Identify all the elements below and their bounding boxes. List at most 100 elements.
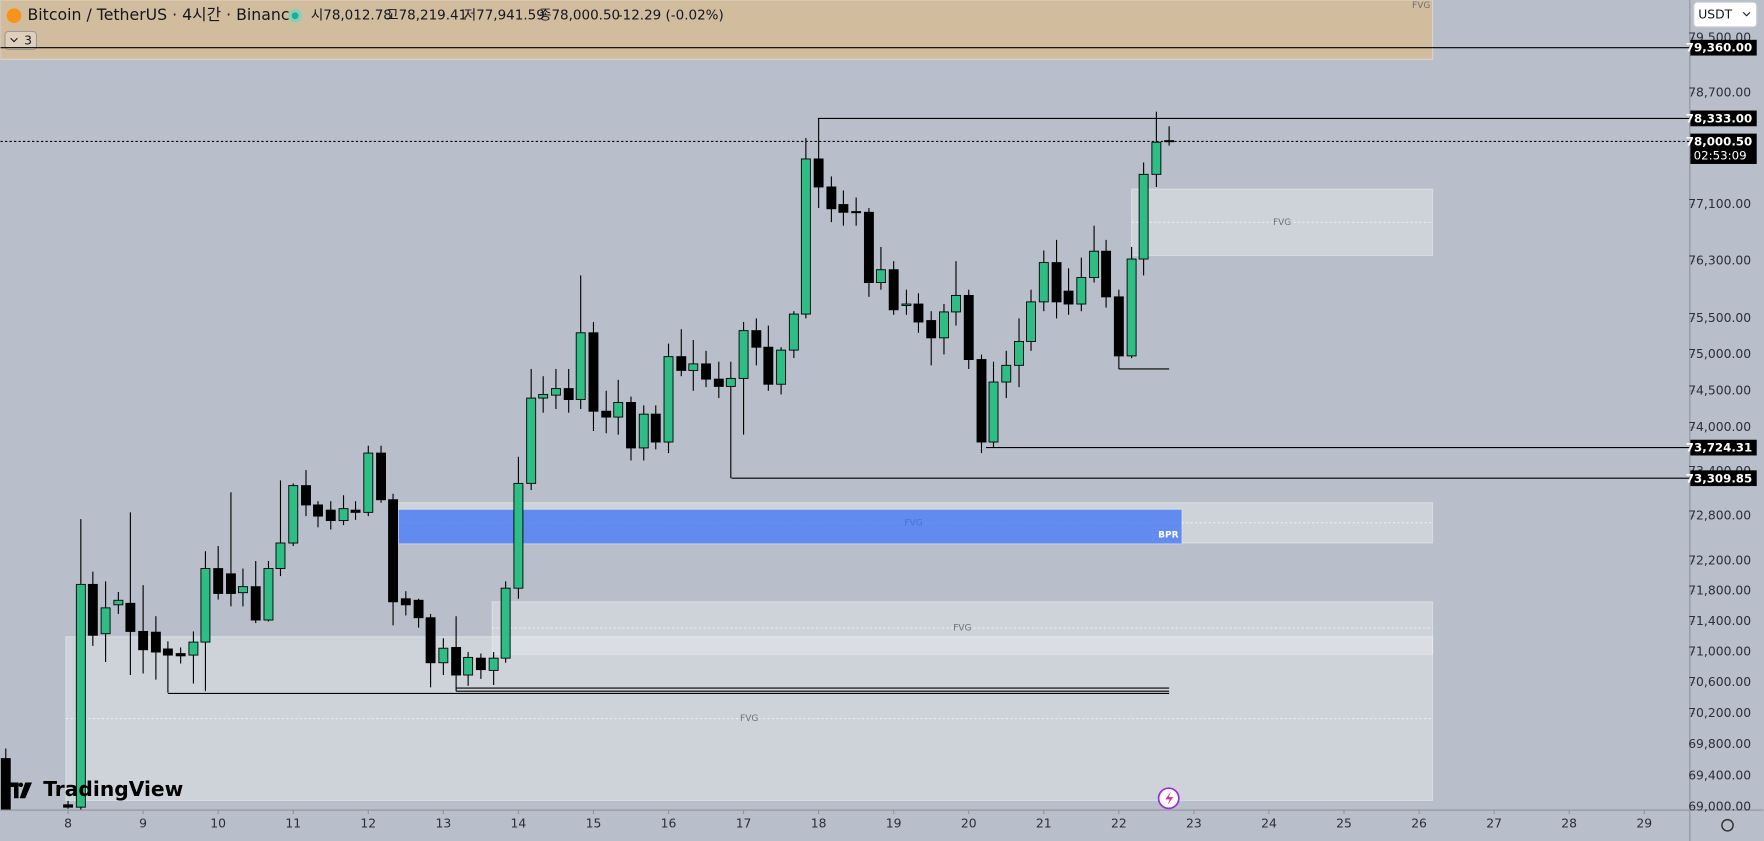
tv-logo: TradingView (7, 777, 183, 801)
candle-body (1151, 141, 1162, 175)
candle-body (451, 646, 462, 676)
candle-body (1138, 173, 1149, 260)
candle-body (438, 647, 449, 664)
candle-body (888, 269, 899, 311)
candle-body (913, 303, 924, 323)
candle-body (826, 186, 837, 210)
ohlc-low: 저77,941.59 (464, 8, 545, 24)
candle-body (1113, 296, 1124, 357)
candle-body (701, 363, 711, 380)
y-tick-label: 74,000.00 (1688, 420, 1751, 434)
y-tick-label: 71,000.00 (1688, 645, 1751, 659)
candle-body (87, 583, 98, 636)
y-tick-label: 74,500.00 (1688, 383, 1751, 397)
x-tick-label: 22 (1111, 817, 1127, 831)
candle-body (363, 452, 374, 513)
candle-body (613, 402, 624, 418)
candle-body (875, 269, 886, 284)
candle-body (1063, 290, 1074, 305)
candle-body (601, 410, 612, 418)
price-line-label: 78,333.00 (1686, 111, 1752, 125)
candle-body (113, 599, 124, 606)
candle-body (725, 377, 736, 387)
x-tick-label: 20 (961, 817, 977, 831)
y-tick-label: 69,400.00 (1688, 768, 1751, 782)
candle-body (963, 294, 974, 360)
y-tick-label: 75,500.00 (1688, 311, 1751, 325)
x-tick-label: 11 (285, 817, 301, 831)
candle-body (776, 349, 787, 385)
candle-body (75, 583, 86, 808)
candle-body (425, 617, 436, 664)
zone-label: FVG (953, 624, 971, 634)
x-tick-label: 8 (64, 817, 72, 831)
candle-body (188, 641, 199, 656)
y-tick-label: 78,700.00 (1688, 86, 1751, 100)
candle-body (463, 656, 474, 676)
x-tick-label: 14 (511, 817, 527, 831)
candle-body (676, 356, 687, 371)
ohlc-high: 고78,219.41 (386, 8, 467, 24)
currency-chevron (1742, 11, 1751, 17)
x-tick-label: 13 (435, 817, 451, 831)
y-tick-label: 72,200.00 (1688, 554, 1751, 568)
candle-body (138, 630, 149, 651)
ohlc-open: 시78,012.78 (311, 8, 392, 24)
candle-body (663, 356, 674, 443)
candle-body (763, 346, 774, 385)
candle-body (63, 804, 74, 808)
x-tick-label: 17 (736, 817, 752, 831)
candle-body (788, 313, 799, 351)
candle-body (939, 311, 949, 339)
x-tick-label: 12 (360, 817, 376, 831)
x-tick-label: 15 (586, 817, 602, 831)
candle-body (976, 359, 987, 443)
candle-body (538, 393, 549, 399)
candle-body (263, 568, 274, 621)
candle-body (513, 482, 524, 589)
candle-body (1089, 250, 1100, 279)
fvg-zone (397, 508, 1183, 545)
settings-icon[interactable] (1721, 818, 1734, 832)
candle-body (500, 587, 511, 659)
candle-body (800, 158, 811, 315)
x-tick-label: 24 (1261, 817, 1277, 831)
tv-logo-icon (7, 782, 33, 799)
candle-body (851, 211, 862, 214)
tv-logo-text: TradingView (43, 777, 183, 801)
candle-body (575, 332, 586, 400)
candle-body (813, 158, 824, 188)
candle-body (225, 573, 236, 594)
x-tick-label: 10 (210, 817, 226, 831)
candle-body (550, 388, 561, 396)
candle-body (475, 657, 486, 671)
candle-body (1051, 262, 1062, 303)
y-tick-label: 69,000.00 (1688, 800, 1751, 814)
bar-countdown: 02:53:09 (1694, 149, 1747, 163)
y-tick-label: 70,200.00 (1688, 706, 1751, 720)
candle-body (626, 402, 636, 449)
candle-body (288, 485, 299, 544)
currency-button[interactable] (1693, 1, 1758, 28)
x-tick-label: 9 (139, 817, 147, 831)
candle-body (1001, 364, 1012, 383)
candle-body (1076, 277, 1087, 305)
candle-body (275, 542, 286, 570)
y-tick-label: 70,600.00 (1688, 675, 1751, 689)
indicator-toggle[interactable] (4, 30, 38, 51)
candle-body (1026, 301, 1036, 342)
candle-body (751, 330, 762, 348)
currency-label: USDT (1698, 8, 1732, 22)
alert-bolt (1165, 791, 1174, 806)
price-line-tag (1690, 439, 1757, 456)
x-tick-label: 23 (1186, 817, 1202, 831)
candle-body (863, 211, 874, 284)
candle-body (1126, 258, 1137, 357)
y-tick-label: 72,800.00 (1688, 509, 1751, 523)
candle-body (162, 648, 173, 656)
candle-body (238, 586, 248, 594)
header: Bitcoin / TetherUS · 4시간 · Binance 시78,0… (4, 1, 1758, 832)
